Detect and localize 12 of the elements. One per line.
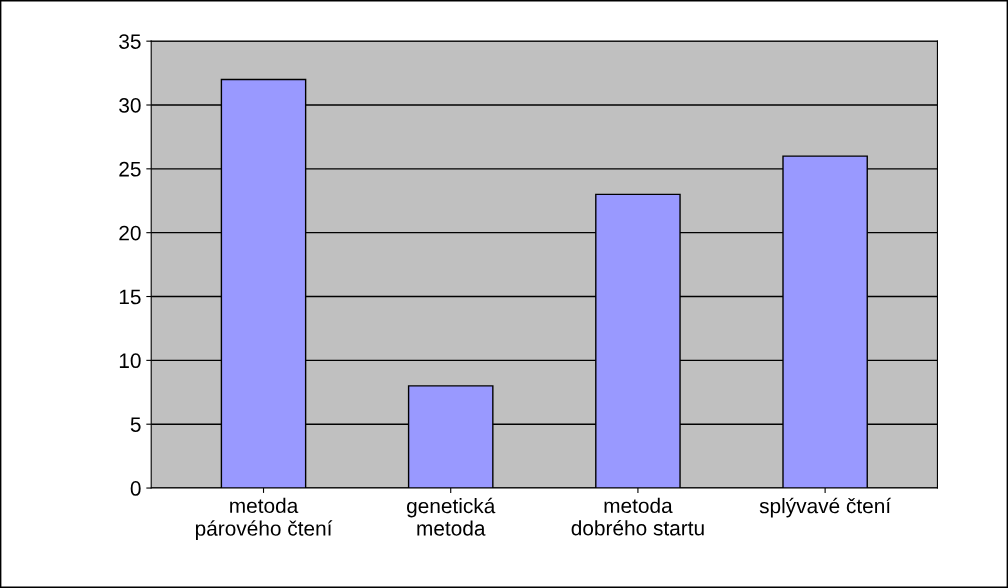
y-tick-label: 15 xyxy=(119,289,141,305)
y-tick-label: 5 xyxy=(130,417,141,432)
y-tick-label: 0 xyxy=(130,481,141,496)
x-tick-label: metoda dobrého startu xyxy=(571,497,704,536)
y-tick-label: 10 xyxy=(119,353,141,369)
x-tick-label: genetická metoda xyxy=(407,497,496,536)
y-tick-label: 20 xyxy=(119,225,141,241)
y-tick-label: 25 xyxy=(119,161,141,177)
y-tick-label: 35 xyxy=(119,34,141,49)
y-tick-label: 30 xyxy=(119,98,141,113)
x-tick-label: metoda párového čtení xyxy=(195,497,333,540)
x-tick-label: splývavé čtení xyxy=(759,497,892,518)
